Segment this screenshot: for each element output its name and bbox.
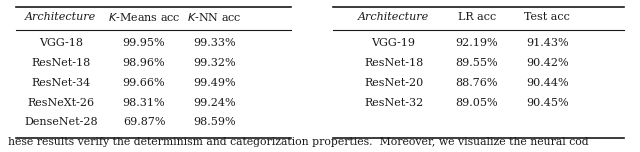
- Text: 90.45%: 90.45%: [526, 98, 568, 108]
- Text: 98.96%: 98.96%: [123, 58, 165, 68]
- Text: ResNet-34: ResNet-34: [31, 78, 90, 88]
- Text: LR acc: LR acc: [458, 12, 496, 22]
- Text: 98.59%: 98.59%: [193, 117, 236, 127]
- Text: Architecture: Architecture: [358, 12, 429, 22]
- Text: 99.24%: 99.24%: [193, 98, 236, 108]
- Text: 99.49%: 99.49%: [193, 78, 236, 88]
- Text: ResNet-18: ResNet-18: [31, 58, 90, 68]
- Text: ResNet-32: ResNet-32: [364, 98, 423, 108]
- Text: 90.42%: 90.42%: [526, 58, 568, 68]
- Text: ResNeXt-26: ResNeXt-26: [28, 98, 94, 108]
- Text: 99.66%: 99.66%: [123, 78, 165, 88]
- Text: ResNet-20: ResNet-20: [364, 78, 423, 88]
- Text: VGG-19: VGG-19: [372, 38, 415, 48]
- Text: Architecture: Architecture: [25, 12, 97, 22]
- Text: 99.32%: 99.32%: [193, 58, 236, 68]
- Text: ResNet-18: ResNet-18: [364, 58, 423, 68]
- Text: Test acc: Test acc: [524, 12, 570, 22]
- Text: 91.43%: 91.43%: [526, 38, 568, 48]
- Text: $K$-NN acc: $K$-NN acc: [187, 12, 242, 23]
- Text: 99.95%: 99.95%: [123, 38, 165, 48]
- Text: $K$-Means acc: $K$-Means acc: [108, 12, 180, 23]
- Text: 89.55%: 89.55%: [456, 58, 498, 68]
- Text: 69.87%: 69.87%: [123, 117, 165, 127]
- Text: hese results verify the determinism and categorization properties.  Moreover, we: hese results verify the determinism and …: [8, 137, 588, 147]
- Text: 99.33%: 99.33%: [193, 38, 236, 48]
- Text: 88.76%: 88.76%: [456, 78, 498, 88]
- Text: VGG-18: VGG-18: [39, 38, 83, 48]
- Text: 89.05%: 89.05%: [456, 98, 498, 108]
- Text: 98.31%: 98.31%: [123, 98, 165, 108]
- Text: 92.19%: 92.19%: [456, 38, 498, 48]
- Text: 90.44%: 90.44%: [526, 78, 568, 88]
- Text: DenseNet-28: DenseNet-28: [24, 117, 98, 127]
